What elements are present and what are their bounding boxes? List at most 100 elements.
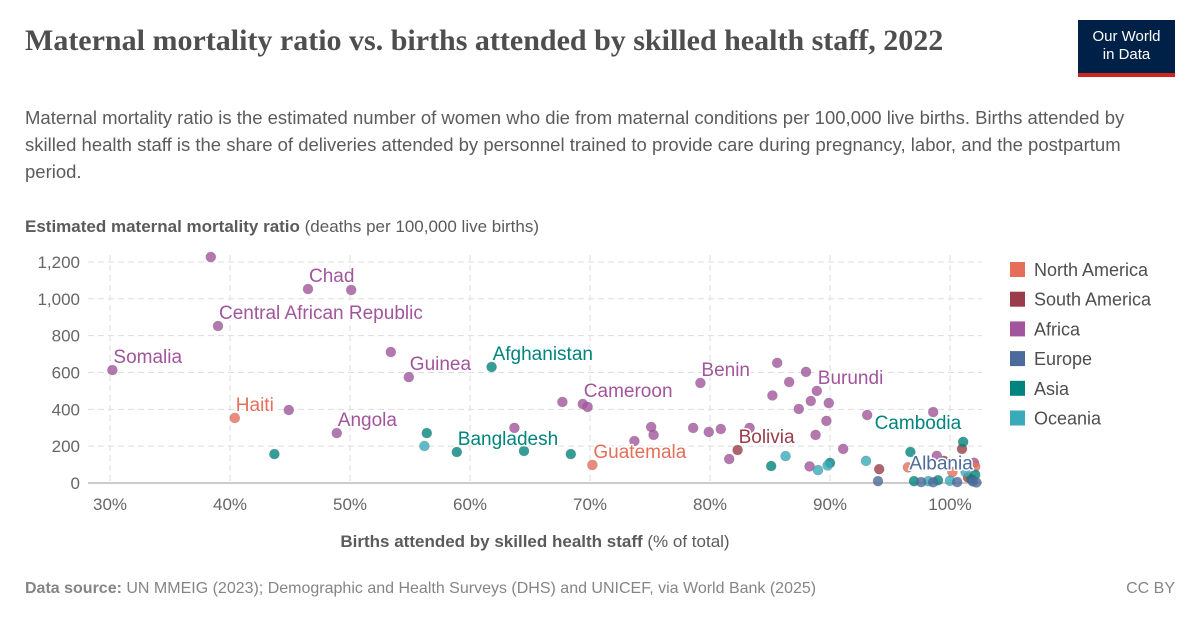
data-point[interactable] — [837, 443, 849, 455]
data-point[interactable] — [629, 435, 640, 447]
chart-title: Maternal mortality ratio vs. births atte… — [25, 24, 944, 57]
data-point[interactable] — [302, 283, 314, 295]
data-point[interactable] — [648, 429, 659, 441]
data-point[interactable] — [872, 475, 884, 487]
data-point[interactable] — [902, 462, 914, 473]
legend-item-label[interactable]: Oceania — [1034, 409, 1102, 429]
y-tick-label: 1,200 — [37, 253, 80, 272]
data-point[interactable] — [915, 476, 927, 488]
x-tick-label: 90% — [813, 495, 847, 514]
data-point[interactable] — [212, 320, 224, 332]
data-point[interactable] — [229, 412, 241, 424]
data-point[interactable] — [805, 395, 817, 407]
data-point[interactable] — [804, 461, 815, 472]
data-point[interactable] — [385, 346, 397, 358]
point-label: Haiti — [236, 395, 274, 416]
data-point[interactable] — [732, 444, 743, 456]
legend-item-label[interactable]: North America — [1034, 260, 1149, 280]
x-axis-label-unit: (% of total) — [643, 532, 730, 551]
point-label: Cambodia — [875, 413, 962, 434]
point-label: Cameroon — [584, 381, 673, 402]
data-point[interactable] — [687, 422, 699, 434]
data-point[interactable] — [269, 448, 280, 460]
data-point[interactable] — [780, 450, 791, 462]
data-point[interactable] — [765, 460, 777, 472]
x-tick-label: 70% — [573, 495, 607, 514]
data-point[interactable] — [419, 440, 430, 452]
logo-line-2: in Data — [1102, 46, 1151, 63]
point-label: Benin — [701, 360, 750, 381]
legend-swatch[interactable] — [1010, 321, 1025, 337]
point-label: Angola — [338, 410, 398, 431]
data-point[interactable] — [861, 409, 873, 421]
data-point[interactable] — [403, 371, 415, 383]
data-point[interactable] — [582, 401, 593, 413]
x-tick-label: 30% — [93, 495, 127, 514]
data-point[interactable] — [811, 385, 823, 397]
data-point[interactable] — [331, 427, 343, 439]
data-point[interactable] — [205, 251, 217, 263]
legend-swatch[interactable] — [1010, 380, 1025, 396]
data-point[interactable] — [767, 390, 778, 401]
data-point[interactable] — [783, 376, 795, 388]
point-label: Bangladesh — [458, 429, 558, 450]
chart-subtitle: Maternal mortality ratio is the estimate… — [25, 107, 1125, 182]
data-point[interactable] — [873, 463, 885, 475]
data-point[interactable] — [509, 422, 520, 434]
data-point[interactable] — [486, 361, 497, 373]
legend-item-label[interactable]: Europe — [1034, 349, 1092, 369]
data-point[interactable] — [703, 426, 715, 438]
data-point[interactable] — [812, 464, 824, 476]
source-text[interactable]: UN MMEIG (2023); Demographic and Health … — [121, 580, 817, 597]
data-point[interactable] — [860, 455, 872, 467]
data-point[interactable] — [905, 446, 916, 458]
legend-item-label[interactable]: South America — [1034, 290, 1152, 310]
data-point[interactable] — [771, 357, 783, 369]
legend-swatch[interactable] — [1010, 262, 1025, 277]
license[interactable]: CC BY — [1126, 580, 1175, 597]
y-tick-label: 0 — [71, 474, 80, 493]
data-point[interactable] — [927, 406, 939, 418]
data-point[interactable] — [744, 422, 755, 434]
data-point[interactable] — [421, 427, 433, 439]
data-point[interactable] — [793, 403, 805, 415]
legend-item-label[interactable]: Asia — [1034, 379, 1070, 399]
data-point[interactable] — [931, 450, 943, 462]
data-point[interactable] — [107, 364, 118, 376]
legend-swatch[interactable] — [1010, 291, 1025, 307]
x-tick-label: 40% — [213, 495, 247, 514]
legend-item-label[interactable]: Africa — [1034, 319, 1081, 339]
data-point[interactable] — [723, 453, 735, 465]
data-point[interactable] — [971, 477, 982, 488]
data-point[interactable] — [451, 446, 463, 458]
data-source: Data source: UN MMEIG (2023); Demographi… — [25, 580, 816, 598]
data-point[interactable] — [821, 415, 832, 427]
data-point[interactable] — [810, 429, 821, 441]
data-point[interactable] — [557, 396, 568, 408]
point-label: Guatemala — [593, 442, 686, 463]
data-point[interactable] — [951, 476, 963, 488]
owid-logo[interactable]: Our World in Data — [1078, 20, 1175, 77]
y-tick-label: 800 — [52, 327, 80, 346]
legend-swatch[interactable] — [1010, 410, 1025, 426]
data-point[interactable] — [345, 284, 357, 296]
data-point[interactable] — [715, 423, 727, 435]
data-point[interactable] — [957, 436, 969, 448]
logo-line-1: Our World — [1092, 28, 1161, 45]
data-point[interactable] — [565, 448, 577, 460]
data-point[interactable] — [927, 476, 939, 488]
data-point[interactable] — [938, 455, 950, 467]
data-point[interactable] — [823, 397, 835, 409]
data-point[interactable] — [283, 404, 295, 416]
x-tick-label: 60% — [453, 495, 487, 514]
legend-swatch[interactable] — [1010, 351, 1025, 367]
data-point[interactable] — [822, 460, 833, 471]
data-point[interactable] — [695, 377, 706, 389]
point-label: Afghanistan — [493, 344, 593, 365]
data-point[interactable] — [518, 445, 530, 457]
data-point[interactable] — [587, 459, 598, 471]
data-point[interactable] — [800, 366, 812, 378]
data-point[interactable] — [960, 466, 971, 478]
